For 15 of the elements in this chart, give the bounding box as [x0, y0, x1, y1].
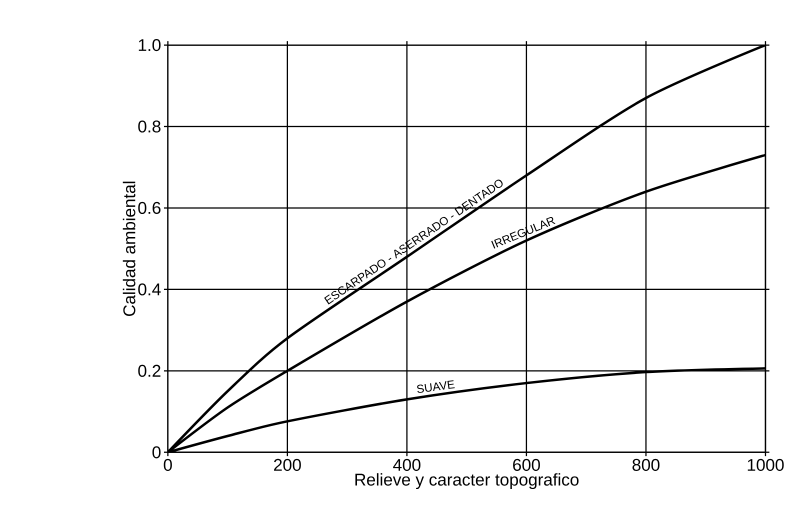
x-axis-title: Relieve y caracter topografico	[355, 473, 579, 490]
x-tick-label: 600	[513, 459, 540, 472]
y-tick-label: 0.8	[138, 120, 160, 133]
x-tick-label: 800	[632, 459, 660, 472]
text: SUAVE	[417, 380, 455, 394]
y-tick-label: 0.6	[138, 202, 160, 214]
y-tick-label: 1.0	[138, 39, 161, 52]
x-tick-label: 200	[274, 459, 301, 472]
y-tick-label: 0.2	[138, 365, 160, 378]
y-axis-title: Calidad ambiental	[122, 182, 136, 316]
x-tick-label: 0	[164, 459, 172, 472]
x-tick-label: 1000	[748, 459, 784, 472]
x-tick-label: 400	[393, 459, 420, 472]
y-tick-label: 0	[152, 446, 161, 459]
y-tick-label: 0.4	[138, 284, 161, 296]
